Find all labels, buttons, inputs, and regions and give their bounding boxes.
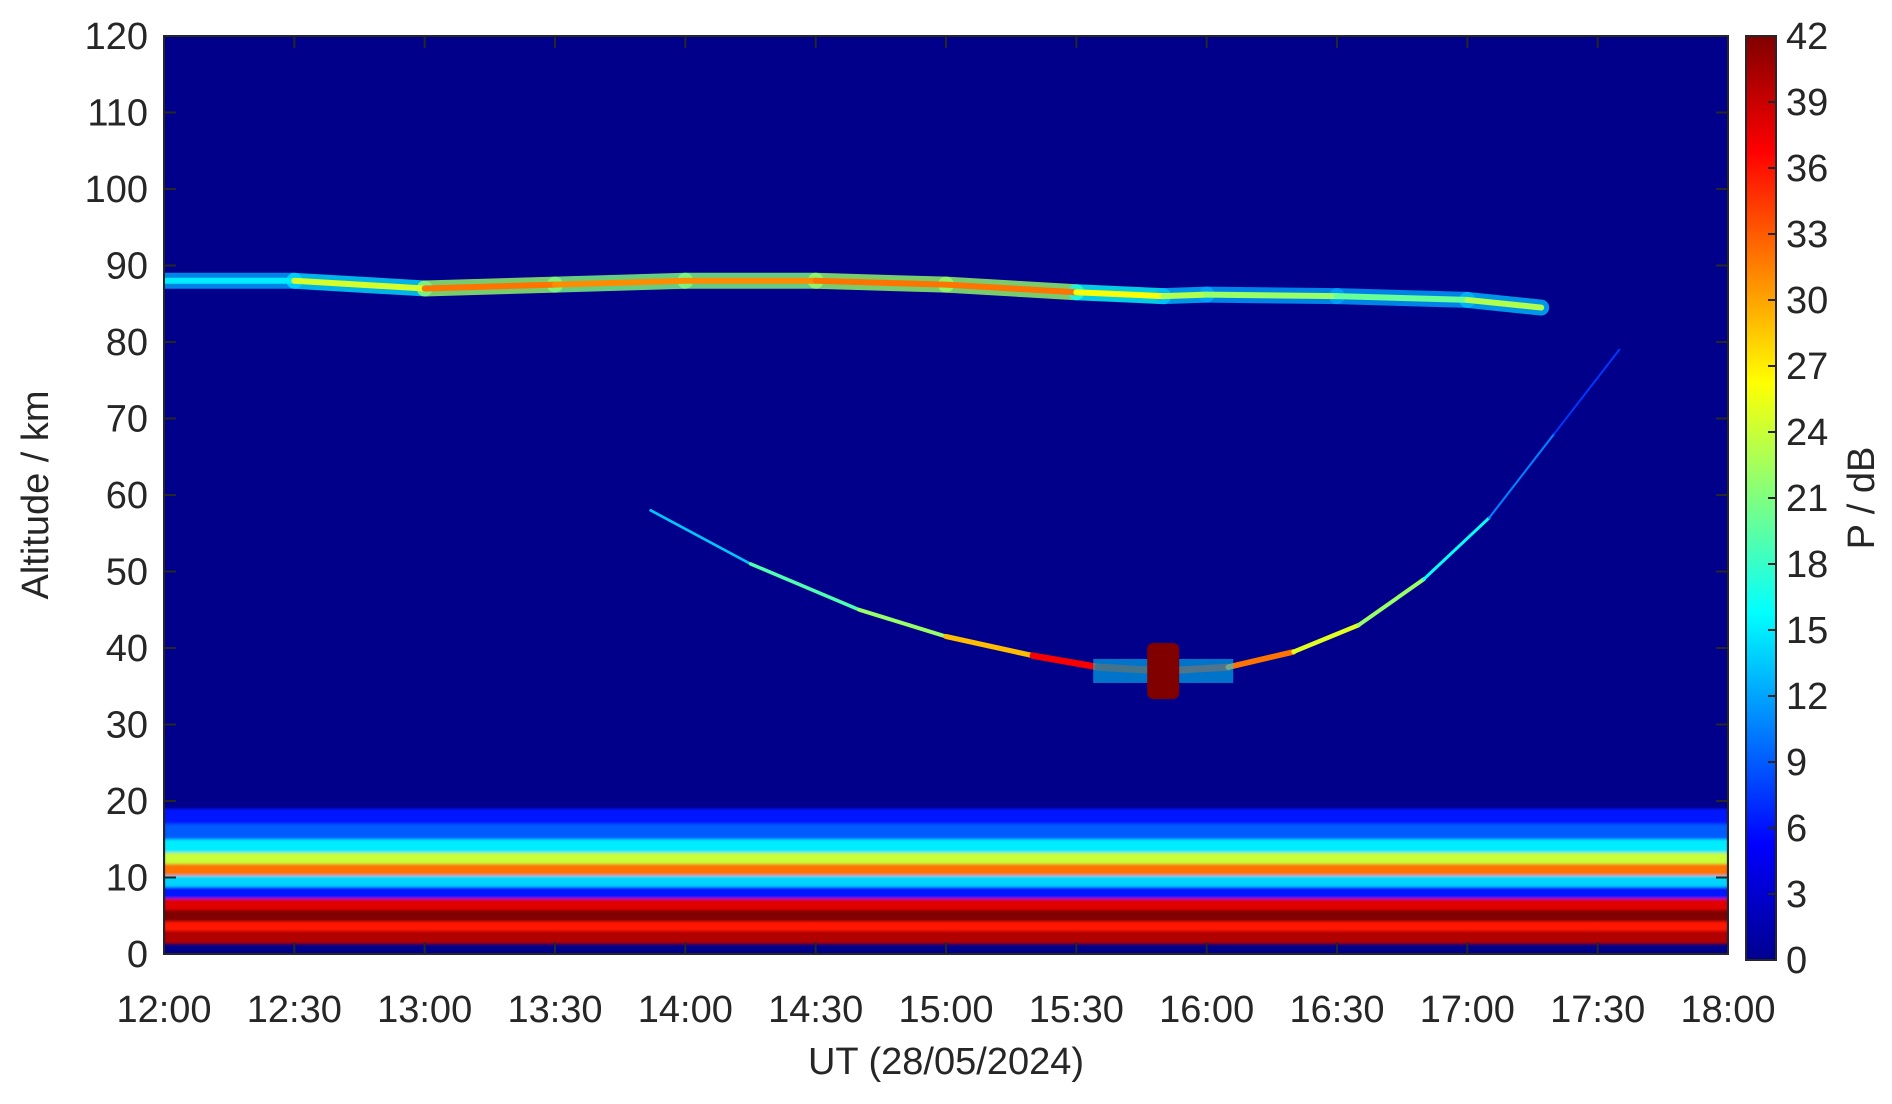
surface-echo-row: [164, 910, 1728, 922]
trace-segment: [857, 607, 948, 639]
colorbar-tick-label: 6: [1786, 808, 1807, 850]
x-tick-label: 13:30: [507, 989, 602, 1031]
colorbar-tick-label: 0: [1786, 940, 1807, 982]
layer-core-segment: [943, 281, 1080, 296]
surface-echo-row: [164, 823, 1728, 840]
colorbar-title: P / dB: [1841, 447, 1883, 550]
x-tick-label: 13:00: [377, 989, 472, 1031]
trace-segment: [748, 562, 861, 612]
trace-segment: [943, 633, 1036, 659]
trace-segment: [1225, 648, 1297, 670]
layer-core-segment: [1464, 296, 1545, 311]
layer-core-segment: [812, 277, 949, 288]
colorbar-tick-label: 18: [1786, 544, 1828, 586]
y-tick-label: 110: [87, 93, 148, 135]
y-axis: 0 10 20 30 40 50 60 70 80 90 100 110 120: [85, 16, 1728, 976]
layer-core-segment: [1334, 293, 1471, 303]
colorbar-tick-label: 33: [1786, 214, 1828, 256]
x-tick-label: 14:00: [638, 989, 733, 1031]
trace-segment: [1029, 652, 1102, 671]
y-tick-label: 80: [106, 322, 148, 364]
surface-echo-row: [164, 808, 1728, 824]
y-tick-label: 100: [85, 169, 148, 211]
y-tick-label: 50: [106, 552, 148, 594]
colorbar-tick-label: 42: [1786, 16, 1828, 58]
surface-echo-row: [164, 839, 1728, 853]
y-tick-label: 120: [85, 16, 148, 58]
x-tick-label: 17:30: [1550, 989, 1645, 1031]
trace-segment: [649, 509, 752, 566]
trace-segment: [1488, 432, 1556, 519]
colorbar-tick-label: 27: [1786, 346, 1828, 388]
surface-echo-bands: [164, 808, 1728, 945]
surface-echo-row: [164, 864, 1728, 876]
surface-echo-row: [164, 875, 1728, 888]
colorbar-tick-label: 3: [1786, 874, 1807, 916]
trace-segment: [1291, 622, 1361, 655]
y-tick-label: 0: [127, 934, 148, 976]
x-tick-label: 15:30: [1029, 989, 1124, 1031]
x-axis-title: UT (28/05/2024): [808, 1041, 1084, 1083]
colorbar-tick-label: 36: [1786, 148, 1828, 190]
surface-echo-row: [164, 931, 1728, 945]
layer-core-segment: [291, 277, 428, 292]
upper-echo-layer: [164, 272, 1550, 316]
x-tick-label: 17:00: [1420, 989, 1515, 1031]
colorbar-tick-label: 39: [1786, 82, 1828, 124]
surface-echo-row: [164, 852, 1728, 865]
layer-core-segment: [1160, 291, 1210, 300]
colorbar-tick-label: 9: [1786, 742, 1807, 784]
x-axis: 12:00 12:30 13:00 13:30 14:00 14:30 15:00 15:30…: [116, 36, 1776, 1031]
trace-segment: [1422, 516, 1491, 581]
surface-echo-row: [164, 887, 1728, 899]
x-tick-label: 15:00: [898, 989, 993, 1031]
x-tick-label: 12:00: [116, 989, 211, 1031]
layer-core-segment: [421, 281, 558, 292]
x-tick-label: 12:30: [247, 989, 342, 1031]
y-tick-label: 70: [106, 399, 148, 441]
layer-core-segment: [1203, 291, 1340, 300]
surface-echo-row: [164, 921, 1728, 932]
y-tick-label: 40: [106, 628, 148, 670]
colorbar-tick-label: 24: [1786, 412, 1828, 454]
trace-segment: [1553, 348, 1621, 435]
x-tick-label: 14:30: [768, 989, 863, 1031]
y-tick-label: 60: [106, 475, 148, 517]
y-tick-label: 20: [106, 781, 148, 823]
colorbar-tick-label: 30: [1786, 280, 1828, 322]
plot-area: [163, 35, 1729, 955]
x-tick-label: 16:00: [1159, 989, 1254, 1031]
colorbar-tick-label: 12: [1786, 676, 1828, 718]
y-tick-label: 90: [106, 246, 148, 288]
surface-echo-row: [164, 898, 1728, 911]
colorbar-tick-label: 15: [1786, 610, 1828, 652]
layer-core-segment: [1073, 289, 1167, 300]
heatmap-layer: [164, 272, 1728, 945]
y-axis-title: Altitude / km: [15, 390, 57, 599]
colorbar-tick-label: 21: [1786, 478, 1828, 520]
trace: [649, 348, 1621, 699]
y-tick-label: 10: [106, 858, 148, 900]
plot-background: [164, 36, 1728, 954]
y-tick-label: 30: [106, 705, 148, 747]
layer-core-segment: [552, 277, 689, 288]
trace-segment: [1356, 577, 1426, 628]
x-tick-label: 18:00: [1680, 989, 1775, 1031]
x-tick-label: 16:30: [1289, 989, 1384, 1031]
trace-peak: [1147, 642, 1180, 699]
